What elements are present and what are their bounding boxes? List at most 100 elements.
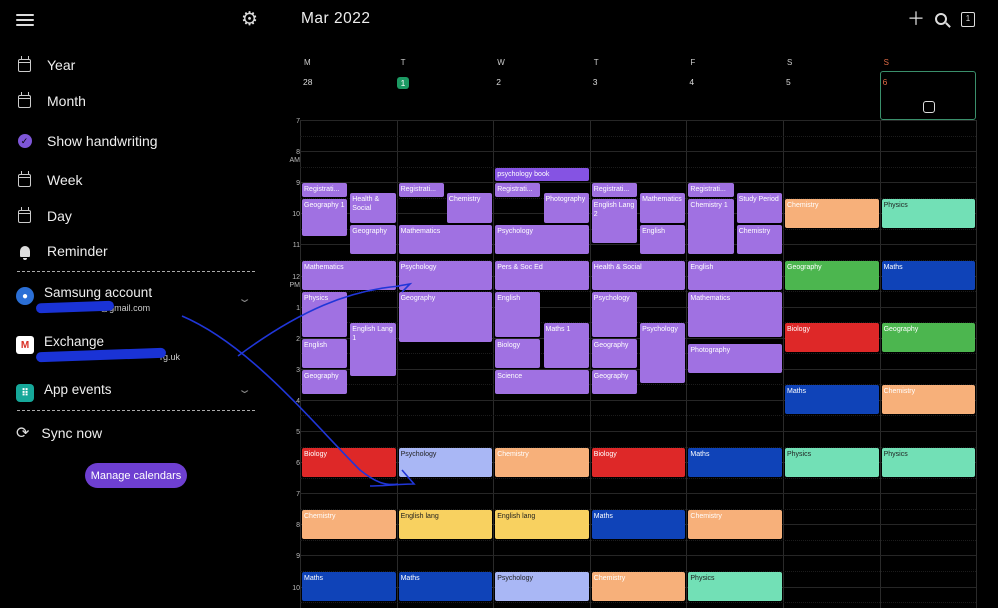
sync-now[interactable]: ⟳ Sync now bbox=[16, 423, 102, 443]
calendar-event[interactable]: Registrati... bbox=[591, 183, 638, 197]
hour-label: 7 bbox=[296, 118, 300, 125]
calendar-event[interactable]: Maths 1 bbox=[543, 323, 589, 368]
calendar-event[interactable]: Geography bbox=[398, 292, 493, 342]
calendar-event[interactable]: Chemistry bbox=[785, 198, 879, 228]
calendar-event[interactable]: Chemistry 1 bbox=[688, 198, 734, 254]
hour-label: 9 bbox=[296, 180, 300, 188]
calendar-event[interactable]: Mathematics bbox=[302, 260, 396, 291]
calendar-event[interactable]: Physics bbox=[688, 571, 782, 602]
account-samsung[interactable]: ● Samsung account @gmail.com bbox=[16, 285, 152, 313]
calendar-event[interactable]: Mathematics bbox=[398, 224, 493, 254]
nav-week[interactable]: Week bbox=[16, 168, 83, 192]
selected-day-outline[interactable] bbox=[880, 71, 976, 120]
calendar-event[interactable]: Chemistry bbox=[881, 385, 976, 415]
calendar-event[interactable]: Geography bbox=[302, 369, 348, 394]
calendar-event[interactable]: Chemistry bbox=[688, 509, 782, 539]
calendar-event[interactable]: English bbox=[495, 292, 541, 337]
calendar-event[interactable]: Photography bbox=[543, 193, 589, 223]
calendar-event[interactable]: Photography bbox=[688, 343, 782, 374]
calendar-event[interactable]: Geography 1 bbox=[302, 198, 348, 236]
calendar-event[interactable]: Psychology bbox=[640, 323, 686, 384]
grid-half-hour-line bbox=[300, 197, 976, 199]
today-date-badge: 1 bbox=[396, 77, 410, 89]
hamburger-menu-icon[interactable] bbox=[16, 12, 34, 28]
nav-day[interactable]: Day bbox=[16, 204, 72, 228]
calendar-event[interactable]: psychology book bbox=[495, 167, 589, 182]
calendar-event[interactable]: Geography bbox=[785, 260, 879, 291]
calendar-event[interactable]: Maths bbox=[881, 260, 976, 291]
calendar-event[interactable]: Science bbox=[495, 369, 589, 394]
calendar-event[interactable]: Pers & Soc Ed bbox=[495, 260, 589, 291]
nav-show-handwriting[interactable]: ✓ Show handwriting bbox=[16, 129, 158, 153]
calendar-event[interactable]: Registrati... bbox=[688, 183, 734, 197]
week-grid[interactable]: M 28 T 1 W 2 T 3 F 4 S 5 S 6 psychology book Registrati… bbox=[300, 0, 978, 608]
grid-column-line bbox=[493, 120, 495, 608]
settings-gear-icon[interactable]: ⚙ bbox=[241, 9, 259, 30]
calendar-event[interactable]: Chemistry bbox=[591, 571, 686, 602]
calendar-event[interactable]: Registrati... bbox=[302, 183, 348, 197]
calendar-event[interactable]: English Lang 1 bbox=[350, 323, 396, 376]
calendar-event[interactable]: English Lang 2 bbox=[591, 198, 638, 244]
calendar-event[interactable]: Chemistry bbox=[302, 509, 396, 539]
manage-calendars-button[interactable]: Manage calendars bbox=[85, 463, 187, 488]
chevron-down-icon[interactable]: ⌄ bbox=[237, 384, 252, 396]
nav-month[interactable]: Month bbox=[16, 89, 86, 113]
calendar-event[interactable]: English bbox=[640, 224, 686, 254]
calendar-event[interactable]: Psychology bbox=[495, 571, 589, 602]
navigation-drawer: ⚙ Year Month ✓ Show handwriting Week Day… bbox=[0, 0, 278, 608]
today-icon[interactable]: 1 bbox=[961, 12, 975, 27]
calendar-event[interactable]: English lang bbox=[495, 509, 589, 539]
calendar-event[interactable]: Geography bbox=[881, 323, 976, 353]
calendar-event[interactable]: Chemistry bbox=[495, 447, 589, 477]
calendar-event[interactable]: Biology bbox=[302, 447, 396, 477]
grid-half-hour-line bbox=[300, 353, 976, 355]
calendar-event[interactable]: Psychology bbox=[591, 292, 638, 337]
calendar-event[interactable]: English lang bbox=[398, 509, 493, 539]
calendar-event[interactable]: Registrati... bbox=[398, 183, 444, 197]
account-exchange[interactable]: M Exchange rg.uk bbox=[16, 334, 180, 362]
calendar-event[interactable]: Biology bbox=[785, 323, 879, 353]
chevron-down-icon[interactable]: ⌄ bbox=[237, 293, 252, 305]
calendar-event[interactable]: Mathematics bbox=[640, 193, 686, 223]
calendar-event[interactable]: Mathematics bbox=[688, 292, 782, 337]
nav-reminder[interactable]: Reminder bbox=[16, 239, 108, 263]
calendar-event[interactable]: Physics bbox=[881, 447, 976, 477]
nav-year[interactable]: Year bbox=[16, 53, 75, 77]
calendar-event[interactable]: Chemistry bbox=[736, 224, 782, 254]
calendar-event[interactable]: Maths bbox=[302, 571, 396, 602]
calendar-event[interactable]: Physics bbox=[785, 447, 879, 477]
calendar-event[interactable]: Biology bbox=[495, 338, 541, 368]
calendar-event[interactable]: English bbox=[302, 338, 348, 368]
calendar-event[interactable]: Maths bbox=[591, 509, 686, 539]
calendar-event[interactable]: Maths bbox=[688, 447, 782, 477]
calendar-event[interactable]: Geography bbox=[591, 369, 638, 394]
calendar-event[interactable]: Biology bbox=[591, 447, 686, 477]
day-header[interactable]: M 28 bbox=[300, 58, 396, 120]
search-icon[interactable] bbox=[935, 13, 947, 25]
calendar-event[interactable]: Maths bbox=[785, 385, 879, 415]
calendar-event[interactable]: English bbox=[688, 260, 782, 291]
calendar-event[interactable]: Psychology bbox=[398, 260, 493, 291]
calendar-event[interactable]: Health & Social bbox=[591, 260, 686, 291]
calendar-event[interactable]: Maths bbox=[398, 571, 493, 602]
calendar-event[interactable]: Health & Social bbox=[350, 193, 396, 223]
calendar-event[interactable]: Psychology bbox=[495, 224, 589, 254]
calendar-event[interactable]: Physics bbox=[881, 198, 976, 228]
calendar-event[interactable]: Geography bbox=[350, 224, 396, 254]
calendar-event[interactable]: Study Period bbox=[736, 193, 782, 223]
calendar-event[interactable]: Chemistry bbox=[446, 193, 493, 223]
calendar-event[interactable]: Psychology bbox=[398, 447, 493, 477]
account-app-events[interactable]: ⠿ App events bbox=[16, 382, 112, 402]
calendar-event[interactable]: Physics bbox=[302, 292, 348, 337]
calendar-event[interactable]: Geography bbox=[591, 338, 638, 368]
add-event-icon[interactable]: ＋ bbox=[907, 9, 925, 29]
sticker-icon[interactable] bbox=[923, 101, 935, 113]
calendar-event[interactable]: Registrati... bbox=[495, 183, 541, 197]
month-title[interactable]: Mar 2022 bbox=[301, 10, 371, 27]
